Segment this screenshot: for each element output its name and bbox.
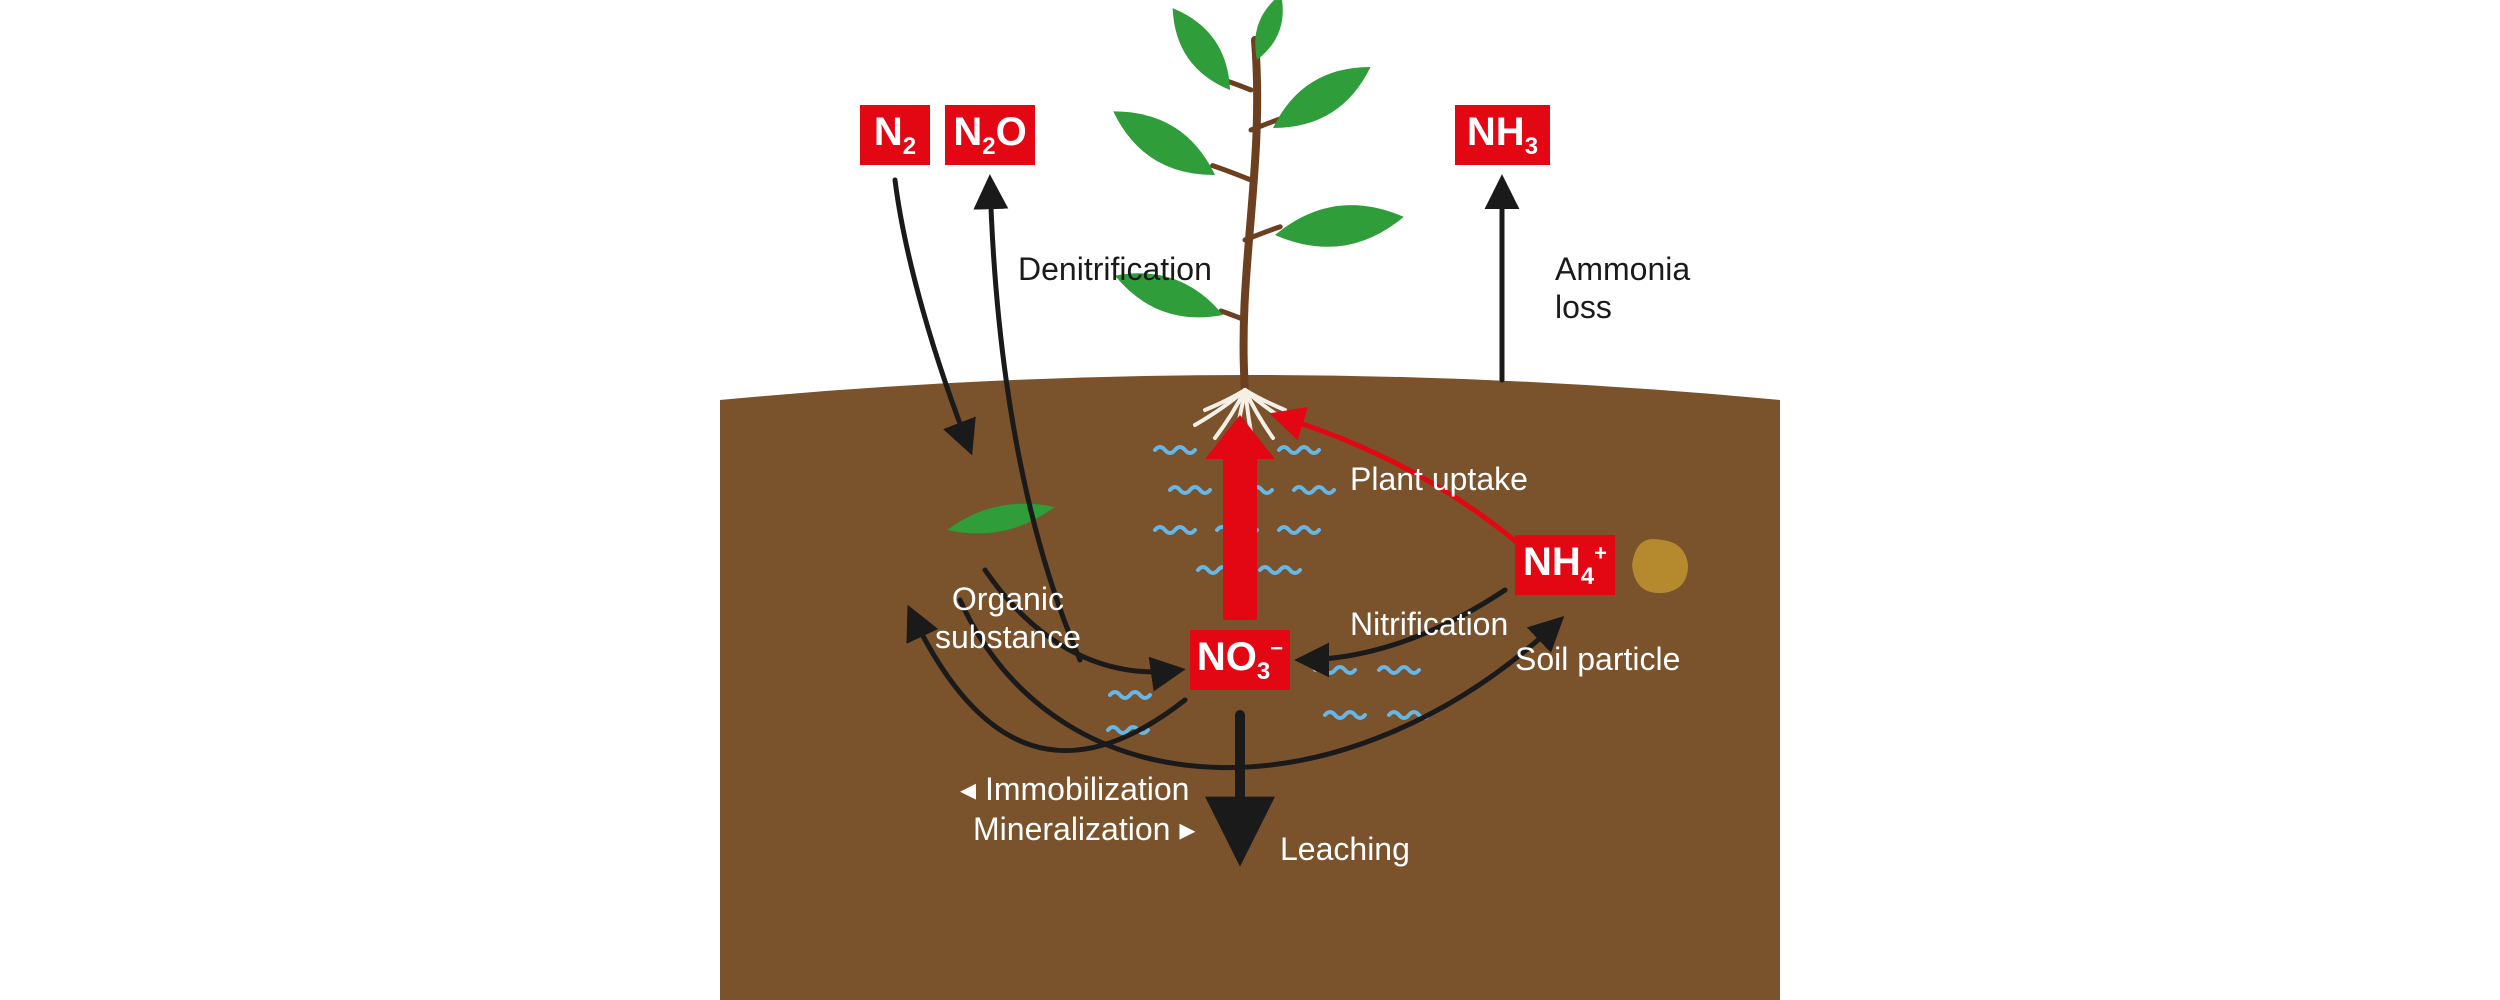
label-leaching: Leaching	[1280, 830, 1410, 868]
chem-box-no3: NO3−	[1190, 630, 1290, 690]
label-ammonia_loss: Ammonia loss	[1555, 250, 1690, 327]
label-soil_particle: Soil particle	[1515, 640, 1680, 678]
chem-box-nh3: NH3	[1455, 105, 1550, 165]
label-mineralization: Mineralization ▸	[973, 810, 1195, 848]
chem-box-n2: N2	[860, 105, 930, 165]
chem-box-nh4: NH4+	[1515, 535, 1615, 595]
label-plant_uptake: Plant uptake	[1350, 460, 1528, 498]
nitrogen-cycle-diagram: N2N2O NH3 NH4+ NO3− Denitrification Ammonia l…	[0, 0, 2500, 1000]
diagram-svg	[0, 0, 2500, 1000]
label-nitrification: Nitrification	[1350, 605, 1508, 643]
label-organic: Organic substance	[935, 580, 1081, 657]
label-denitrification: Denitrification	[1018, 250, 1212, 288]
plant	[1103, 0, 1406, 390]
chem-box-n2o: N2O	[945, 105, 1035, 165]
label-immobilization: ◂ Immobilization	[960, 770, 1189, 808]
